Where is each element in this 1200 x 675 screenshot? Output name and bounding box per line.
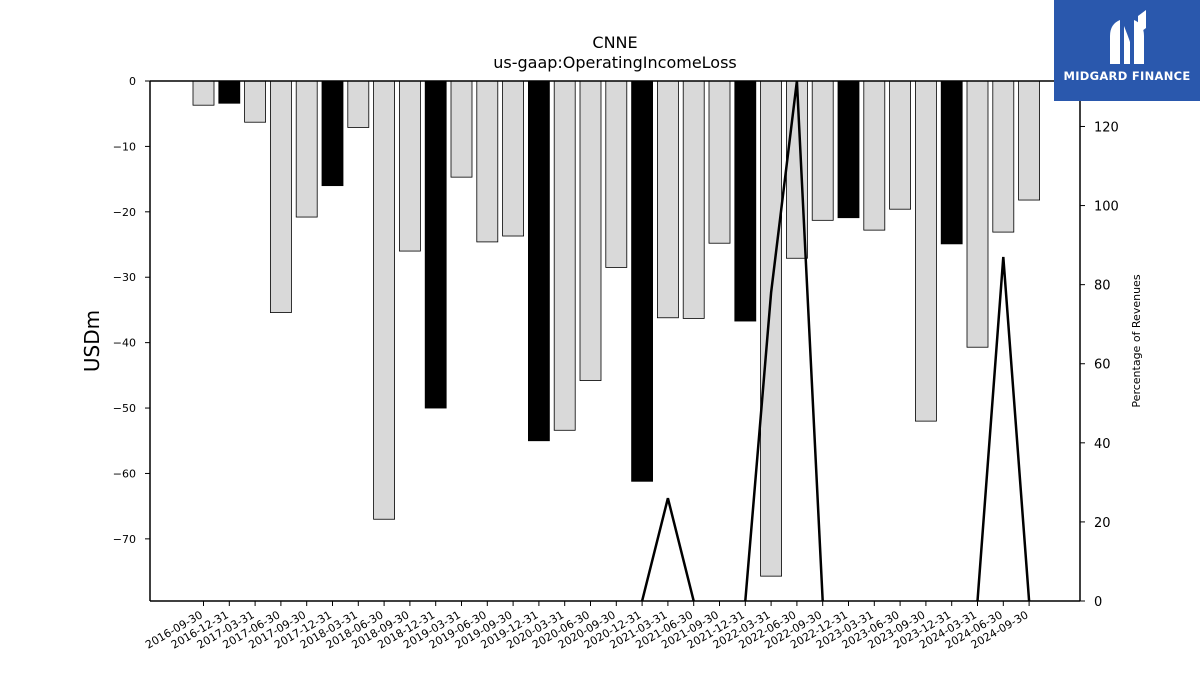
brand-logo: MIDGARD FINANCE bbox=[1054, 0, 1200, 101]
right-tick-label: 80 bbox=[1094, 279, 1111, 294]
bar-2023-06-30 bbox=[889, 80, 911, 210]
bar-2018-09-30 bbox=[398, 80, 421, 252]
left-tick-label: −50 bbox=[113, 402, 136, 415]
bar-2023-12-31 bbox=[940, 80, 963, 245]
right-tick-label: 120 bbox=[1094, 120, 1119, 135]
axes-group bbox=[149, 80, 1081, 602]
bar-2018-12-31 bbox=[424, 80, 447, 409]
bar-2020-09-30 bbox=[605, 80, 628, 268]
right-tick-label: 0 bbox=[1094, 595, 1102, 610]
bar-2016-12-31 bbox=[218, 80, 241, 104]
left-tick-label: −20 bbox=[113, 206, 136, 219]
bar-2024-03-31 bbox=[966, 80, 989, 348]
left-tick-label: −30 bbox=[113, 271, 136, 284]
bar-2018-06-30 bbox=[373, 80, 396, 520]
bar-2017-09-30 bbox=[295, 80, 318, 218]
right-tick-label: 20 bbox=[1094, 516, 1111, 531]
midgard-logo-icon bbox=[1110, 10, 1146, 64]
bar-2021-12-31 bbox=[734, 80, 757, 322]
left-tick-label: −60 bbox=[113, 467, 136, 480]
bar-2016-09-30 bbox=[192, 80, 215, 106]
bar-2019-09-30 bbox=[502, 80, 525, 237]
y-axis-label: USDm bbox=[80, 310, 104, 372]
left-tick-label: −10 bbox=[113, 140, 136, 153]
left-tick-label: −40 bbox=[113, 337, 136, 350]
bar-2022-12-31 bbox=[837, 80, 860, 219]
right-tick-label: 60 bbox=[1094, 358, 1111, 373]
left-tick-label: 0 bbox=[129, 75, 136, 88]
x-tick-labels: 2016-09-302016-12-312017-03-312017-06-30… bbox=[143, 601, 1031, 652]
bar-2019-06-30 bbox=[476, 80, 499, 243]
left-tick-labels: 0 −10 −20 −30 −40 −50 −60 −70 bbox=[113, 75, 150, 546]
bar-2020-06-30 bbox=[579, 80, 602, 381]
bar-2021-06-30 bbox=[682, 80, 705, 319]
right-y-axis-label: Percentage of Revenues bbox=[1130, 274, 1143, 407]
bar-2022-03-31 bbox=[760, 80, 782, 577]
bar-2020-12-31 bbox=[631, 80, 653, 482]
bars-group bbox=[192, 80, 1040, 577]
bar-2017-06-30 bbox=[269, 80, 292, 313]
right-tick-labels: 0 20 40 60 80 100 120 bbox=[1080, 120, 1119, 610]
brand-logo-text: MIDGARD FINANCE bbox=[1063, 69, 1191, 83]
bar-2022-09-30 bbox=[811, 80, 834, 221]
bar-2023-09-30 bbox=[915, 80, 937, 422]
bar-2024-09-30 bbox=[1018, 80, 1040, 201]
bar-2020-03-31 bbox=[553, 80, 576, 431]
right-tick-label: 100 bbox=[1094, 200, 1119, 215]
chart-subtitle: us-gaap:OperatingIncomeLoss bbox=[493, 53, 737, 72]
bar-2017-03-31 bbox=[244, 80, 267, 123]
percentage-line bbox=[640, 81, 1031, 601]
bar-2024-06-30 bbox=[992, 80, 1015, 233]
bar-2023-03-31 bbox=[863, 80, 886, 231]
bar-2019-03-31 bbox=[450, 80, 473, 178]
line-group bbox=[640, 81, 1031, 601]
bar-2021-09-30 bbox=[708, 80, 731, 244]
bar-2019-12-31 bbox=[528, 80, 550, 442]
bar-2017-12-31 bbox=[321, 80, 344, 187]
bar-2021-03-31 bbox=[657, 80, 679, 319]
right-tick-label: 40 bbox=[1094, 437, 1111, 452]
bar-2018-03-31 bbox=[347, 80, 370, 128]
left-tick-label: −70 bbox=[113, 533, 136, 546]
chart-title: CNNE bbox=[592, 33, 637, 52]
